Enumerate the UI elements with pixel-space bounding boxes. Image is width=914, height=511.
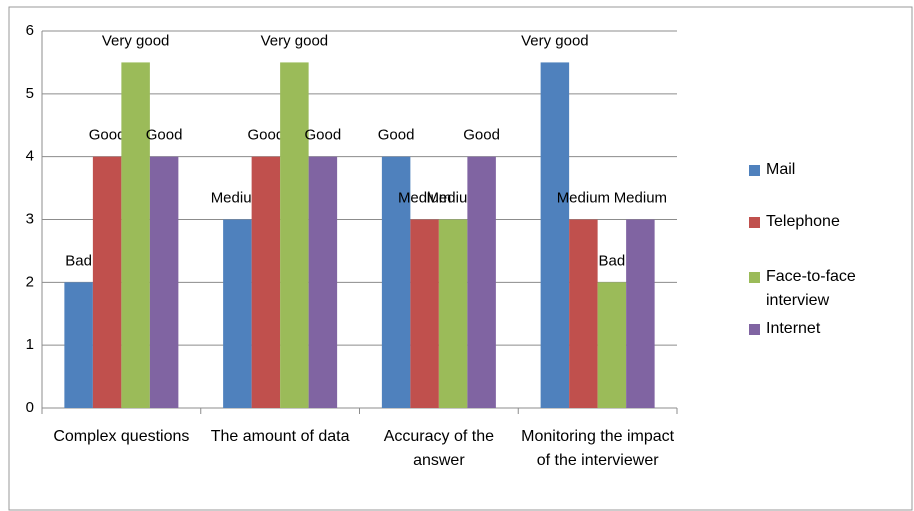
data-label: Very good [102, 32, 170, 49]
legend-swatch [749, 165, 760, 176]
x-tick-label: Accuracy of the answer [383, 428, 495, 469]
legend-swatch [749, 217, 760, 228]
bar [597, 282, 627, 408]
y-tick-label: 6 [26, 22, 34, 39]
data-label: Good [463, 127, 500, 144]
bar [410, 219, 439, 408]
bar [438, 219, 468, 408]
chart-frame [8, 6, 913, 511]
data-label: Medium [557, 189, 610, 206]
x-tick-label: Complex questions [53, 428, 190, 445]
bar [251, 156, 281, 408]
bar [381, 156, 411, 408]
data-label: Good [378, 127, 415, 144]
data-label: Bad [599, 252, 626, 269]
data-label: Good [89, 127, 126, 144]
data-label: Very good [261, 32, 329, 49]
data-label: Very good [521, 32, 589, 49]
bar [92, 156, 122, 408]
data-label: Good [146, 127, 183, 144]
bar [626, 219, 655, 408]
y-tick-label: 1 [26, 336, 34, 353]
data-label: Medium [426, 189, 479, 206]
data-label: Bad [65, 252, 92, 269]
x-tick-label: Monitoring the impact of the interviewer [521, 428, 675, 469]
y-tick-label: 2 [26, 273, 34, 290]
y-tick-label: 0 [26, 399, 34, 416]
bar [280, 62, 309, 409]
legend-label: Internet [766, 320, 821, 337]
bar [64, 282, 93, 408]
data-label: Good [248, 127, 285, 144]
legend-label: Telephone [766, 213, 840, 230]
data-label: Medium [398, 189, 451, 206]
bar [121, 62, 150, 409]
legend-label: Face-to-face interview [766, 268, 856, 309]
bar [467, 156, 496, 408]
y-tick-label: 3 [26, 210, 34, 227]
bar [569, 219, 598, 408]
data-label: Medium [614, 189, 667, 206]
bar [149, 156, 179, 408]
y-tick-label: 5 [26, 85, 34, 102]
legend-label: Mail [766, 161, 796, 178]
bar [540, 62, 570, 409]
data-label: Medium [211, 189, 264, 206]
y-tick-label: 4 [26, 148, 34, 165]
legend-swatch [749, 272, 760, 283]
data-label: Good [305, 127, 342, 144]
bar [308, 156, 338, 408]
x-tick-label: The amount of data [210, 428, 350, 445]
bar [223, 219, 252, 408]
legend-swatch [749, 324, 760, 335]
